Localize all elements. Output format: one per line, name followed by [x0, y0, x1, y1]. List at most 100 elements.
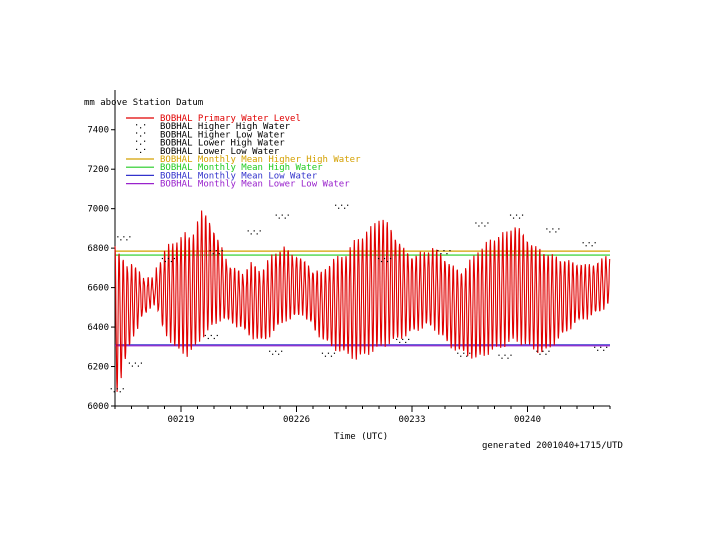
- higher-high-water-marker: [247, 230, 249, 232]
- lower-low-water-marker: [204, 334, 206, 337]
- lower-low-water-marker: [597, 349, 599, 351]
- lower-low-water-marker: [128, 362, 130, 364]
- plot-area: 6000 6200 6400 6600 6800 7000 7200 7400 00219 002…: [87, 90, 611, 425]
- lower-low-water-marker: [116, 388, 118, 390]
- lower-low-water-marker: [216, 334, 218, 337]
- higher-high-water-marker: [212, 253, 214, 255]
- lower-low-water-marker: [600, 346, 602, 348]
- lower-low-water-marker: [210, 334, 212, 337]
- higher-high-water-marker: [594, 242, 596, 244]
- legend-swatch: [140, 127, 142, 129]
- legend-swatch: [140, 151, 142, 153]
- higher-high-water-marker: [287, 214, 289, 216]
- lower-low-water-marker: [408, 338, 410, 341]
- higher-high-water-marker: [123, 236, 125, 238]
- higher-high-water-marker: [549, 231, 551, 233]
- lower-low-water-marker: [324, 355, 327, 357]
- legend-swatch: [140, 143, 142, 145]
- lower-low-water-marker: [542, 350, 544, 352]
- lower-low-water-marker: [396, 338, 398, 341]
- lower-low-water-marker: [460, 355, 462, 357]
- higher-high-water-marker: [126, 239, 128, 241]
- higher-high-water-marker: [253, 230, 255, 232]
- lower-low-water-marker: [113, 391, 115, 393]
- higher-high-water-marker: [512, 217, 515, 219]
- lower-low-water-marker: [457, 352, 459, 354]
- lower-low-water-marker: [539, 353, 541, 355]
- legend-swatch: [136, 124, 138, 126]
- legend-label: BOBHAL Higher Low Water: [160, 130, 285, 140]
- lower-low-water-marker: [498, 354, 500, 356]
- higher-high-water-marker: [278, 217, 280, 219]
- higher-high-water-marker: [167, 257, 169, 260]
- lower-low-water-marker: [269, 350, 271, 352]
- lower-low-water-marker: [278, 353, 280, 355]
- higher-high-water-marker: [221, 250, 223, 252]
- legend-swatch: [144, 132, 146, 134]
- higher-high-water-marker: [284, 217, 286, 219]
- higher-high-water-marker: [555, 231, 557, 233]
- y-tick-label: 6800: [87, 244, 109, 254]
- lower-low-water-marker: [405, 341, 407, 344]
- y-tick-label: 6600: [87, 284, 109, 294]
- lower-low-water-marker: [131, 365, 133, 367]
- higher-high-water-marker: [170, 260, 172, 263]
- legend-label: BOBHAL Lower Low Water: [160, 147, 280, 157]
- higher-high-water-marker: [341, 204, 343, 206]
- y-tick-label: 7400: [87, 126, 109, 136]
- lower-low-water-marker: [119, 391, 121, 393]
- higher-high-water-marker: [344, 207, 346, 209]
- higher-high-water-marker: [440, 253, 442, 255]
- lower-low-water-marker: [545, 353, 547, 355]
- lower-low-water-marker: [594, 346, 596, 348]
- higher-high-water-marker: [389, 257, 392, 260]
- higher-high-water-marker: [518, 217, 521, 219]
- lower-low-water-marker: [137, 365, 139, 367]
- lower-low-water-marker: [536, 350, 538, 352]
- lower-low-water-marker: [402, 338, 404, 341]
- higher-high-water-marker: [173, 257, 175, 260]
- higher-high-water-marker: [521, 214, 524, 216]
- lower-low-water-marker: [140, 362, 142, 364]
- lower-low-water-marker: [207, 337, 209, 340]
- lower-low-water-marker: [504, 354, 506, 356]
- higher-high-water-marker: [588, 242, 590, 244]
- higher-high-water-marker: [380, 260, 383, 263]
- higher-high-water-marker: [209, 250, 211, 252]
- higher-high-water-marker: [585, 245, 587, 247]
- legend-swatch: [144, 148, 146, 150]
- higher-high-water-marker: [338, 207, 340, 209]
- lower-low-water-marker: [333, 352, 336, 354]
- legend-label: BOBHAL Monthly Mean Low Water: [160, 171, 318, 181]
- higher-high-water-marker: [386, 260, 389, 263]
- higher-high-water-marker: [120, 239, 122, 241]
- higher-high-water-marker: [275, 214, 277, 216]
- higher-high-water-marker: [281, 214, 283, 216]
- higher-high-water-marker: [164, 260, 166, 263]
- higher-high-water-marker: [552, 228, 554, 230]
- higher-high-water-marker: [446, 253, 448, 255]
- legend-label: BOBHAL Monthly Mean High Water: [160, 163, 323, 173]
- higher-high-water-marker: [487, 222, 489, 224]
- higher-high-water-marker: [591, 245, 593, 247]
- x-axis-label: Time (UTC): [334, 432, 388, 442]
- series-line-primary-water-level: [114, 210, 611, 392]
- y-axis-label: mm above Station Datum: [84, 98, 203, 108]
- lower-low-water-marker: [603, 349, 605, 351]
- y-tick-label: 7000: [87, 205, 109, 215]
- lower-low-water-marker: [327, 352, 330, 354]
- higher-high-water-marker: [259, 230, 261, 232]
- x-tick-label: 00219: [167, 415, 194, 425]
- lower-low-water-marker: [110, 388, 112, 390]
- x-tick-label: 00233: [398, 415, 425, 425]
- higher-high-water-marker: [347, 204, 349, 206]
- lower-low-water-marker: [122, 388, 124, 390]
- y-tick-label: 7200: [87, 165, 109, 175]
- higher-high-water-marker: [449, 250, 451, 252]
- x-tick-label: 00240: [514, 415, 541, 425]
- lower-low-water-marker: [272, 353, 274, 355]
- legend-label: BOBHAL Lower High Water: [160, 139, 285, 149]
- higher-high-water-marker: [383, 257, 386, 260]
- legend-swatch: [136, 132, 138, 134]
